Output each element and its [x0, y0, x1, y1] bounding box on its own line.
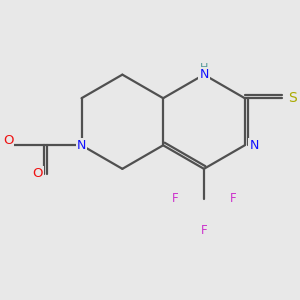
Text: O: O	[3, 134, 13, 147]
Text: F: F	[230, 193, 236, 206]
Text: F: F	[172, 193, 178, 206]
Text: N: N	[249, 139, 259, 152]
Text: F: F	[201, 224, 207, 237]
Text: N: N	[199, 68, 208, 81]
Text: N: N	[77, 139, 86, 152]
Text: S: S	[288, 91, 297, 105]
Text: O: O	[32, 167, 43, 180]
Text: H: H	[200, 63, 208, 73]
